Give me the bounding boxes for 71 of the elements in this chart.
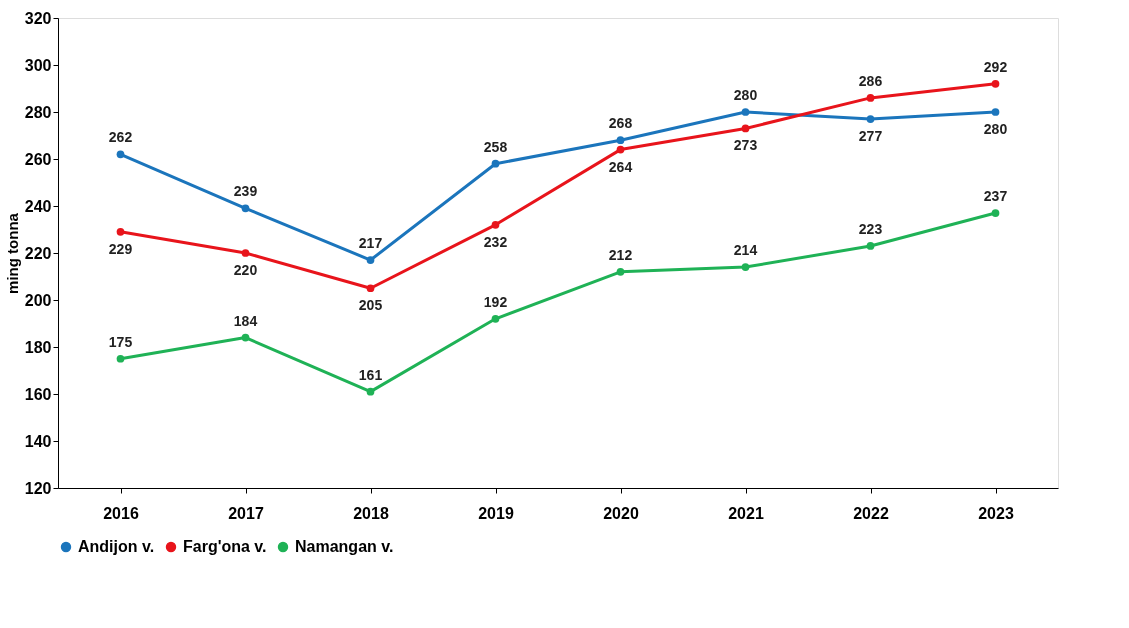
point [491, 159, 500, 168]
point [241, 249, 250, 257]
y-tick-label: 180 [24, 338, 52, 356]
point [741, 108, 750, 116]
point [866, 242, 875, 250]
point [491, 314, 500, 323]
point [866, 94, 875, 102]
point [616, 136, 625, 145]
data-label: 286 [858, 72, 883, 89]
point [241, 333, 250, 342]
point [366, 284, 375, 293]
point [616, 267, 625, 276]
point [241, 204, 250, 213]
point [366, 256, 375, 264]
legend-label: Namangan v. [295, 538, 394, 555]
data-label: 262 [108, 129, 133, 146]
y-tick-label: 260 [24, 150, 52, 168]
data-label: 258 [483, 138, 508, 155]
point [741, 124, 750, 133]
data-label: 232 [483, 233, 508, 250]
data-label: 175 [108, 333, 133, 350]
point [991, 79, 1000, 88]
x-tick-label: 2023 [978, 504, 1014, 522]
point [991, 108, 1000, 116]
data-label: 292 [983, 58, 1008, 75]
data-label: 268 [608, 115, 633, 132]
data-label: 273 [733, 137, 758, 154]
x-tick-label: 2018 [353, 504, 389, 522]
x-tick-label: 2022 [853, 504, 889, 522]
x-tick-label: 2016 [103, 504, 139, 522]
data-label: 280 [733, 87, 758, 103]
data-label: 264 [608, 158, 633, 175]
y-tick-label: 140 [24, 432, 52, 450]
legend-label: Andijon v. [78, 538, 155, 555]
y-tick-label: 240 [24, 197, 52, 215]
y-tick-label: 300 [24, 56, 52, 74]
data-label: 229 [108, 240, 133, 257]
y-tick-label: 160 [24, 385, 52, 403]
y-axis-title: ming tonna [3, 212, 21, 294]
data-label: 212 [608, 246, 633, 263]
y-tick-label: 220 [24, 244, 52, 262]
point [991, 209, 1000, 217]
point [116, 227, 125, 236]
y-tick-label: 280 [24, 103, 52, 121]
y-tick-label: 120 [24, 479, 52, 497]
point [366, 387, 375, 396]
x-tick-label: 2020 [603, 504, 639, 522]
data-label: 184 [233, 312, 258, 329]
point [116, 354, 125, 363]
data-label: 280 [983, 121, 1008, 137]
data-label: 239 [233, 183, 258, 200]
point [741, 263, 750, 271]
data-label: 205 [358, 297, 383, 314]
data-label: 223 [858, 220, 883, 237]
y-tick-label: 320 [24, 9, 52, 27]
data-label: 192 [483, 293, 508, 310]
point [491, 220, 500, 229]
y-tick-label: 200 [24, 291, 52, 309]
data-label: 237 [983, 188, 1008, 205]
x-tick-label: 2021 [728, 504, 764, 522]
data-label: 220 [233, 262, 258, 278]
point [616, 145, 625, 154]
legend-label: Farg'ona v. [183, 538, 267, 555]
x-tick-label: 2017 [228, 504, 264, 522]
point [866, 115, 875, 123]
data-label: 277 [858, 128, 883, 145]
data-label: 217 [358, 235, 383, 252]
point [116, 150, 125, 159]
data-label: 161 [358, 366, 383, 383]
data-label: 214 [733, 242, 758, 259]
x-tick-label: 2019 [478, 504, 514, 522]
